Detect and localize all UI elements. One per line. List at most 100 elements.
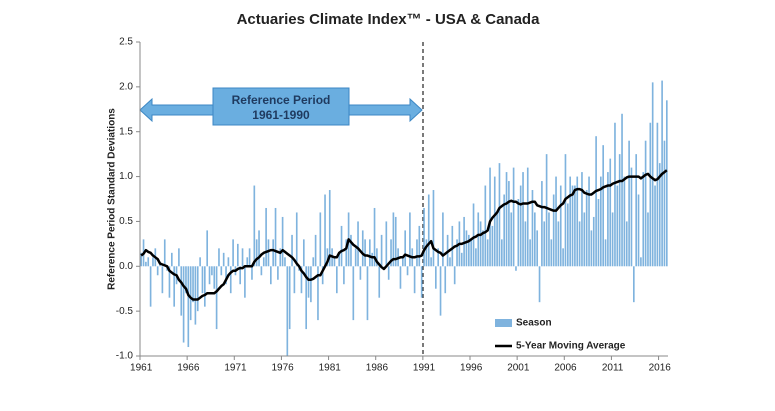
bar [640,257,642,266]
bar [548,212,550,266]
bar [407,266,409,275]
bar [418,226,420,266]
bar [284,257,286,266]
bar [209,266,211,284]
bar [461,253,463,266]
bar [631,168,633,267]
y-tick-label: 0.0 [119,261,133,272]
bar [492,226,494,266]
bar [355,248,357,266]
bar [216,266,218,329]
bar [513,168,515,267]
bar [385,221,387,266]
bar [647,212,649,266]
bar [324,195,326,267]
legend-swatch [495,319,512,327]
bar [251,266,253,279]
bar [402,257,404,266]
bar [645,141,647,267]
bar [496,212,498,266]
bar [593,217,595,266]
bar [341,226,343,266]
bar [426,239,428,266]
bar [591,230,593,266]
x-tick-label: 1981 [319,363,342,374]
bar [173,266,175,306]
bar [400,266,402,288]
bar [147,257,149,266]
bar [649,123,651,267]
bar [312,257,314,266]
bar [352,266,354,320]
bar [520,186,522,267]
bar [579,221,581,266]
bar [204,266,206,306]
bar [626,221,628,266]
bar [157,266,159,275]
bar [246,257,248,266]
bar [466,230,468,266]
bar [232,239,234,266]
bar [550,239,552,266]
bar [202,266,204,293]
bar [484,186,486,267]
bar [541,181,543,266]
bar [586,190,588,266]
bar [362,230,364,266]
legend-label: Season [516,318,552,329]
bar [527,168,529,267]
bar [449,257,451,266]
bar [560,186,562,267]
bar [381,235,383,266]
bar [275,208,277,266]
bar [315,235,317,266]
bar [534,212,536,266]
bar [291,235,293,266]
bar [451,226,453,266]
bar [506,172,508,266]
bar [654,186,656,267]
bar [369,239,371,266]
bar [230,266,232,293]
x-tick-label: 1966 [177,363,200,374]
bar [598,199,600,266]
bar [525,221,527,266]
y-tick-label: 2.0 [119,81,133,92]
bar [624,177,626,267]
bar [286,266,288,356]
bar [265,208,267,266]
bar [517,199,519,266]
bar [543,221,545,266]
bar [440,266,442,315]
bar [308,266,310,297]
bar [456,239,458,266]
bar [565,154,567,266]
bar [296,212,298,266]
bar [303,239,305,266]
bar [539,266,541,302]
bar [367,266,369,320]
bar [612,212,614,266]
bar [249,248,251,266]
bar [635,154,637,266]
x-tick-label: 1961 [130,363,153,374]
bar [473,203,475,266]
bar [263,257,265,266]
bar [388,266,390,279]
y-tick-label: -1.0 [116,351,134,362]
bar [652,82,654,266]
bar [421,266,423,297]
legend-label: 5-Year Moving Average [516,341,626,352]
bar [343,266,345,284]
bar [487,239,489,266]
bar [567,203,569,266]
y-tick-label: -0.5 [116,306,134,317]
bar [614,123,616,267]
x-tick-label: 2016 [649,363,672,374]
bar [621,114,623,267]
bar [562,248,564,266]
bar [145,262,147,266]
bar [501,239,503,266]
bar [609,159,611,267]
